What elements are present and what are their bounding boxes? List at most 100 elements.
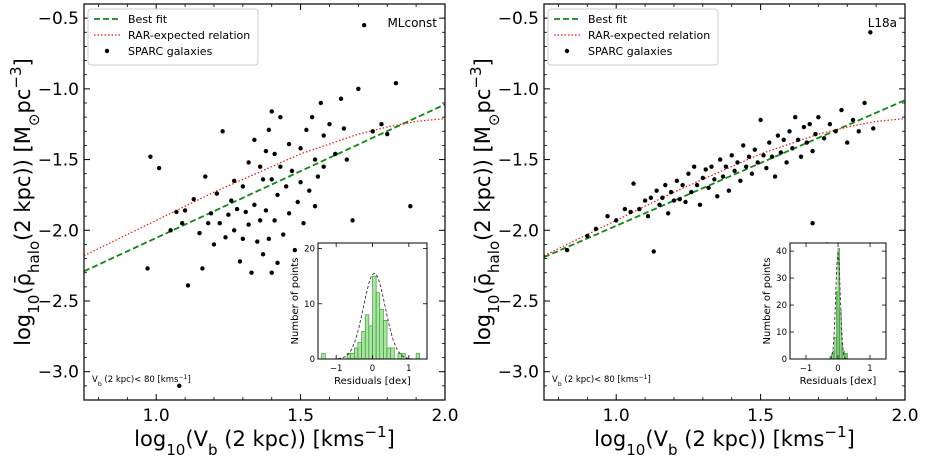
data-point [764, 165, 769, 171]
rar-expected-line [84, 118, 445, 257]
data-point [614, 218, 619, 223]
data-point [243, 209, 248, 215]
y-axis-label: log10(ρ̄halo(2 kpc)) [M⊙pc−3] [467, 58, 503, 346]
inset-y-tick-label: 40 [776, 247, 787, 257]
data-point [263, 148, 269, 154]
data-point [781, 137, 786, 142]
data-point [315, 174, 321, 179]
data-point [749, 171, 755, 176]
legend-box [547, 8, 719, 66]
best-fit-line [84, 103, 445, 273]
data-point [772, 174, 778, 179]
data-point [203, 174, 208, 179]
data-point [793, 114, 798, 120]
y-axis-label: log10(ρ̄halo(2 kpc)) [M⊙pc−3] [7, 58, 43, 346]
data-point [694, 182, 700, 188]
data-point [226, 212, 231, 217]
histogram-bar [386, 347, 391, 360]
histogram-bar [368, 325, 373, 360]
data-point [275, 192, 280, 198]
x-tick-label: 1.5 [287, 406, 314, 426]
data-point [795, 137, 801, 142]
data-point [758, 117, 763, 123]
data-point [622, 206, 628, 212]
y-tick-label: −2.5 [498, 292, 539, 312]
data-point [712, 177, 717, 182]
data-point [295, 199, 300, 205]
data-point [278, 164, 283, 169]
inset-y-tick-label: 20 [776, 301, 787, 311]
data-point [312, 204, 318, 209]
data-point [564, 247, 570, 253]
inset-y-tick-label: 0 [782, 355, 787, 365]
inset-x-tick-label: −1 [330, 364, 343, 374]
data-point [767, 140, 772, 145]
data-point [217, 221, 222, 226]
data-point [246, 222, 251, 227]
velocity-cut-note: Vb (2 kpc)< 80 [kms−1] [92, 374, 191, 388]
histogram-bar [390, 347, 395, 360]
legend-entry: Best fit [128, 13, 168, 26]
data-point [156, 165, 162, 171]
inset-x-tick-label: 0 [835, 364, 840, 374]
x-tick-label: 2.0 [891, 406, 918, 426]
data-point [697, 202, 703, 208]
legend-entry: Best fit [588, 13, 628, 26]
data-point [191, 196, 196, 202]
y-tick-label: −2.5 [38, 292, 79, 312]
panel-annotation: MLconst [387, 16, 437, 30]
histogram-bar [364, 314, 370, 360]
data-point [249, 270, 254, 275]
data-point [240, 184, 246, 189]
x-tick-label: 1.0 [143, 406, 170, 426]
data-point [585, 233, 590, 239]
histogram-bar [379, 308, 384, 360]
data-point [648, 195, 654, 200]
data-point [252, 137, 257, 142]
inset-x-axis-label: Residuals [dex] [800, 376, 877, 387]
legend-sparc-swatch [104, 48, 110, 54]
data-point [361, 23, 367, 28]
data-point [755, 160, 760, 165]
velocity-cut-note: Vb (2 kpc)< 80 [kms−1] [552, 374, 651, 388]
legend-entry: SPARC galaxies [588, 45, 673, 58]
y-tick-label: −1.5 [38, 151, 79, 171]
data-point [706, 185, 711, 191]
data-point [637, 206, 642, 212]
data-point [289, 168, 295, 174]
data-point [263, 208, 269, 213]
data-point [220, 129, 225, 134]
data-point [379, 122, 384, 127]
data-point [856, 129, 861, 134]
data-point [703, 167, 708, 172]
x-tick-label: 2.0 [431, 406, 458, 426]
legend-entry: SPARC galaxies [128, 45, 213, 58]
data-point [298, 146, 303, 151]
data-point [275, 260, 280, 266]
y-tick-label: −2.0 [498, 221, 539, 241]
data-point [234, 206, 240, 212]
inset-x-tick-label: 0 [370, 364, 375, 374]
legend-entry: RAR-expected relation [588, 29, 710, 42]
data-point [769, 154, 775, 159]
data-point [257, 164, 263, 169]
data-point [266, 127, 272, 133]
data-point [174, 209, 179, 215]
data-point [237, 259, 243, 264]
data-point [816, 114, 821, 120]
data-point [385, 131, 390, 137]
data-point [833, 129, 838, 134]
data-point [761, 153, 766, 158]
panel-l18a: 1.0 1.5 2.0 −3.0 −2.5 −2.0 −1.5 −1.0 −0.5 log10(V… [467, 3, 919, 459]
y-tick-label: −1.5 [498, 151, 539, 171]
data-point [645, 213, 651, 219]
y-tick-label: −3.0 [38, 363, 79, 383]
legend: Best fit RAR-expected relation SPARC galax… [87, 8, 259, 66]
inset-y-tick-label: 10 [304, 300, 315, 310]
legend-sparc-swatch [564, 48, 570, 54]
data-point [790, 146, 795, 151]
histogram-bar [361, 331, 366, 360]
histogram-bar [350, 353, 355, 360]
